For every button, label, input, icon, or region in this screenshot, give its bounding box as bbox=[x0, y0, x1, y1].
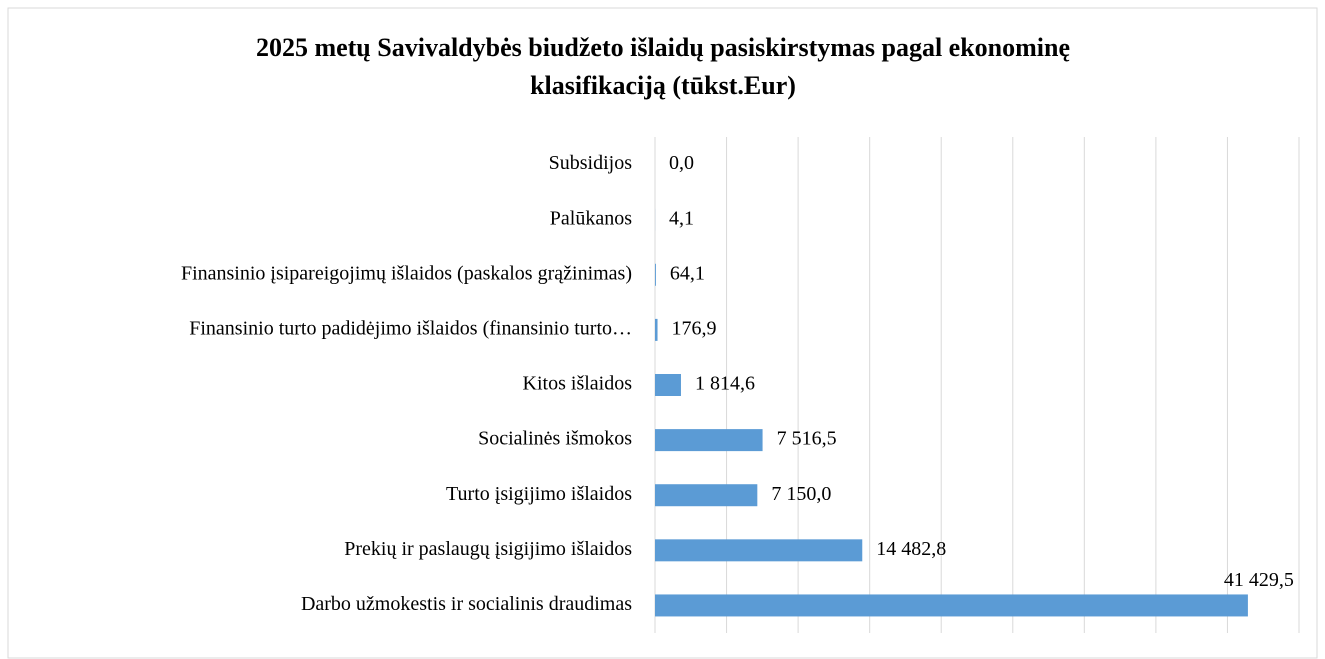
y-tick-label: Prekių ir paslaugų įsigijimo išlaidos bbox=[344, 538, 632, 560]
data-label: 41 429,5 bbox=[1224, 569, 1294, 591]
bar bbox=[655, 318, 658, 341]
y-tick-label: Palūkanos bbox=[550, 207, 632, 229]
bar bbox=[655, 484, 758, 507]
data-label: 64,1 bbox=[670, 262, 705, 284]
data-label: 4,1 bbox=[669, 207, 694, 229]
data-label: 7 516,5 bbox=[777, 428, 837, 450]
bar bbox=[655, 594, 1248, 617]
title-line: 2025 metų Savivaldybės biudžeto išlaidų … bbox=[256, 33, 1070, 62]
y-tick-label: Socialinės išmokos bbox=[478, 428, 632, 450]
data-label: 0,0 bbox=[669, 152, 694, 174]
data-label: 14 482,8 bbox=[876, 538, 946, 560]
bar bbox=[655, 263, 656, 286]
title-line: klasifikaciją (tūkst.Eur) bbox=[530, 71, 796, 100]
y-tick-label: Finansinio turto padidėjimo išlaidos (fi… bbox=[189, 317, 632, 339]
y-tick-label: Finansinio įsipareigojimų išlaidos (pask… bbox=[181, 262, 632, 284]
y-tick-label: Kitos išlaidos bbox=[523, 373, 633, 395]
y-tick-label: Subsidijos bbox=[549, 152, 633, 174]
y-tick-label: Turto įsigijimo išlaidos bbox=[446, 483, 632, 505]
bar bbox=[655, 539, 863, 562]
bar bbox=[655, 429, 763, 452]
data-label: 176,9 bbox=[672, 317, 717, 339]
data-label: 7 150,0 bbox=[771, 483, 831, 505]
y-tick-label: Darbo užmokestis ir socialinis draudimas bbox=[301, 593, 632, 615]
bar bbox=[655, 374, 681, 396]
chart-title: 2025 metų Savivaldybės biudžeto išlaidų … bbox=[256, 33, 1070, 100]
data-label: 1 814,6 bbox=[695, 373, 755, 395]
